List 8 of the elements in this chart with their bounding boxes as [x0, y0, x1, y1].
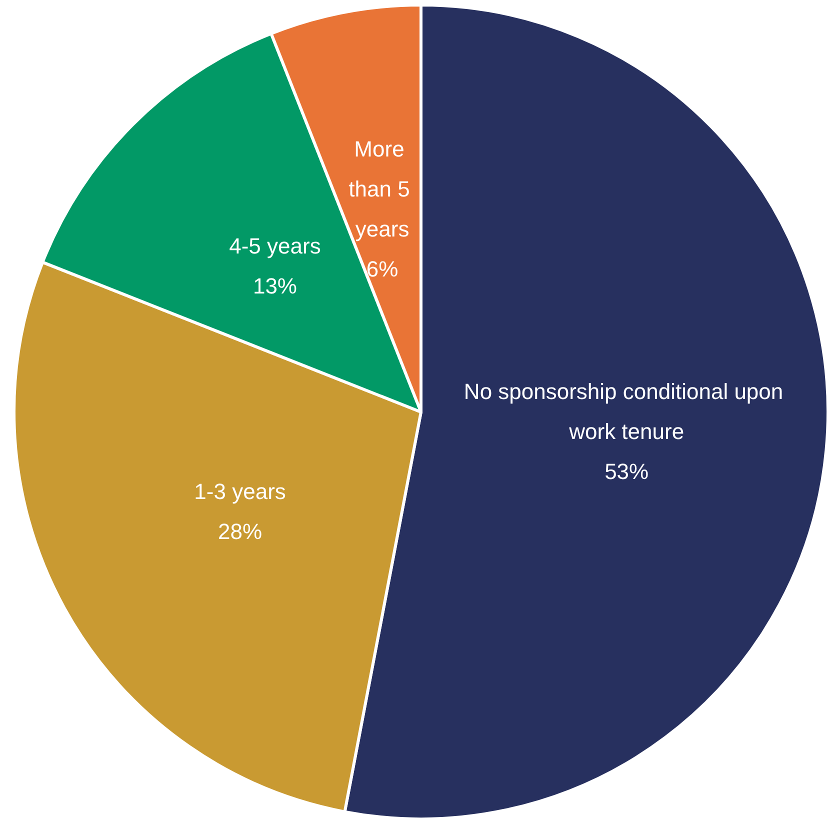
data-label: 6%: [366, 256, 398, 282]
slice-label: More than 5 years: [348, 136, 416, 242]
slice-label: No sponsorship conditional upon work tenure: [464, 378, 790, 444]
slice-label: 4-5 years: [229, 233, 321, 258]
data-label: 13%: [252, 273, 298, 298]
data-label: 53%: [604, 458, 649, 484]
slice-label: 1-3 years: [194, 478, 286, 504]
data-label: 28%: [218, 518, 262, 544]
